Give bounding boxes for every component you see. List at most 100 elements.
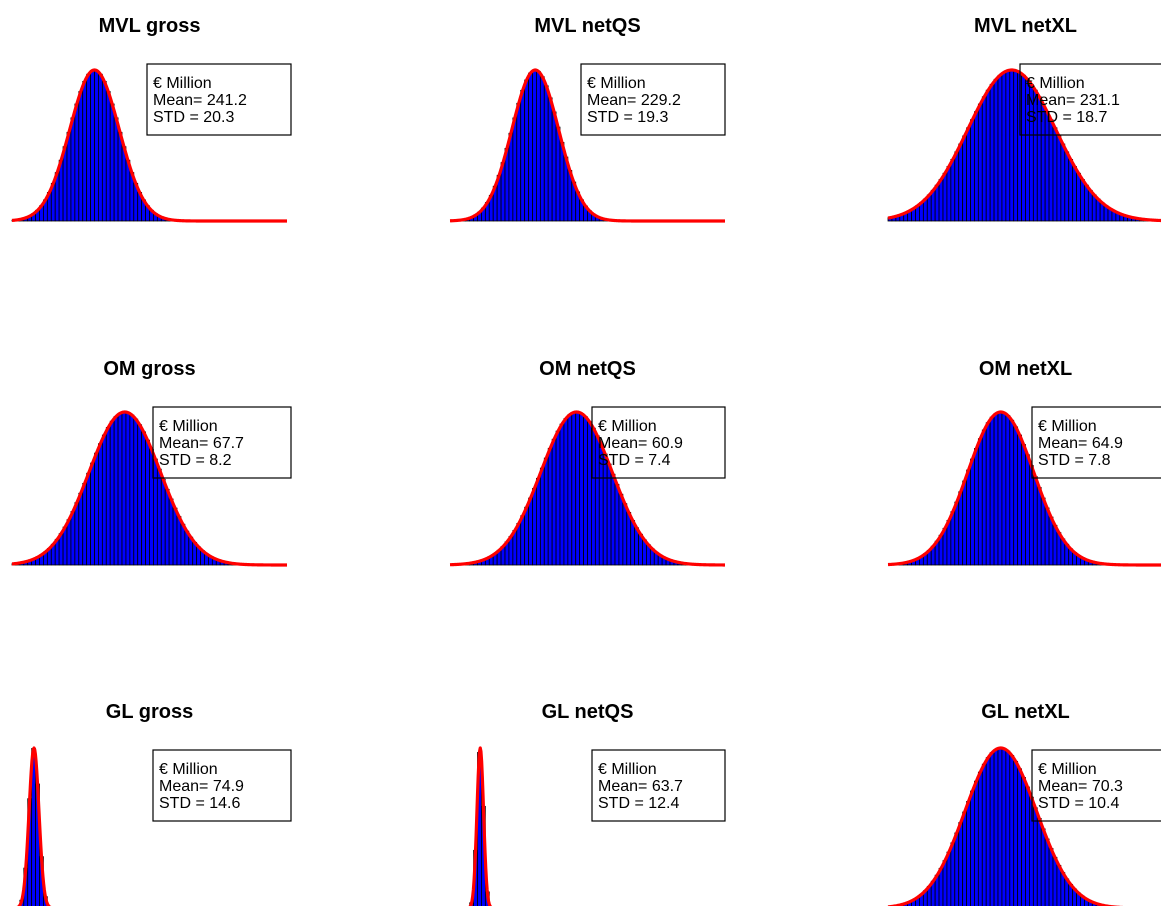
histogram-bar (981, 96, 987, 222)
histogram-bar (567, 414, 573, 566)
stats-box (1019, 63, 1161, 136)
histogram-bar (121, 411, 127, 566)
histogram-bar (1001, 71, 1007, 222)
panel-title: OM gross (103, 358, 195, 380)
std-value: STD = 8.2 (159, 452, 232, 469)
histogram-bar (938, 179, 944, 222)
histogram-bar (970, 458, 975, 566)
histogram-bar (520, 89, 526, 222)
histogram-bar (559, 423, 565, 566)
histogram-bar (962, 811, 967, 906)
histogram-bar (1005, 70, 1011, 222)
histogram-bar (954, 501, 960, 566)
histogram-bar (524, 79, 529, 222)
unit-label: € Million (153, 75, 212, 92)
std-value: STD = 12.4 (598, 795, 679, 812)
histogram-bar (606, 463, 612, 566)
histogram-bar (614, 483, 620, 566)
histogram-bar (551, 438, 557, 566)
histogram-bar (70, 511, 76, 566)
stats-box (591, 406, 726, 479)
mean-value: Mean= 241.2 (153, 92, 247, 109)
histogram-bar (934, 184, 940, 222)
unit-label: € Million (1026, 75, 1085, 92)
histogram-bar (1032, 476, 1038, 566)
histogram-bar (993, 78, 999, 222)
histogram-bar (1056, 135, 1062, 222)
histogram-bar (109, 103, 115, 222)
histogram-bar (1044, 111, 1050, 222)
histogram-bar (974, 111, 979, 222)
histogram-bar (1021, 74, 1026, 222)
histogram-bar (1025, 786, 1030, 906)
histogram-bar (82, 81, 88, 222)
histogram-bar (575, 411, 581, 566)
histogram-bar (90, 70, 95, 222)
histogram-bar (1025, 454, 1030, 566)
histogram-bar (164, 488, 170, 566)
histogram-bar (539, 76, 545, 222)
histogram-bar (1044, 838, 1050, 906)
histogram-bar (516, 102, 522, 222)
histogram-bar (1032, 807, 1038, 906)
histogram-bar (602, 453, 608, 566)
histogram-bar (1001, 412, 1007, 566)
histogram-bar (977, 438, 983, 566)
histogram-bar (555, 126, 561, 222)
histogram-bar (966, 800, 971, 906)
histogram-bar (74, 103, 80, 222)
histogram-bar (989, 416, 995, 566)
histogram-bar (942, 172, 948, 222)
density-curve (449, 68, 726, 223)
panel-title: MVL gross (99, 15, 201, 37)
density-curve (887, 68, 1161, 223)
density-curve (11, 410, 288, 567)
panel-title: MVL netQS (534, 15, 640, 37)
histogram-bar (1048, 848, 1054, 906)
histogram-bar (930, 189, 936, 222)
panel-title: OM netQS (539, 358, 636, 380)
histogram-bar (981, 429, 987, 566)
histogram-bar (563, 418, 569, 566)
panel-title: MVL netXL (974, 15, 1077, 37)
histogram-bar (70, 117, 76, 222)
histogram-bar (532, 69, 537, 222)
histogram-bar (508, 132, 514, 222)
panel-title: GL netQS (542, 701, 634, 723)
std-value: STD = 10.4 (1038, 795, 1119, 812)
histogram-bar (512, 117, 518, 222)
histogram-bar (133, 418, 139, 566)
stats-box (146, 63, 292, 136)
histogram-bar (985, 89, 991, 222)
histogram-bar (66, 519, 72, 566)
histogram-bar (1005, 415, 1011, 566)
histogram-bar (1044, 507, 1050, 566)
histogram-bar (156, 468, 162, 566)
histogram-bar (634, 527, 639, 566)
histogram-bar (997, 74, 1003, 222)
std-value: STD = 18.7 (1026, 109, 1107, 126)
histogram-bar (926, 194, 932, 222)
histogram-bar (1009, 69, 1015, 222)
histogram-bar (1021, 777, 1026, 906)
unit-label: € Million (587, 75, 646, 92)
histogram-bar (62, 526, 68, 566)
unit-label: € Million (159, 418, 218, 435)
std-value: STD = 19.3 (587, 109, 668, 126)
histogram-bar (997, 411, 1003, 566)
stats-box (1031, 749, 1161, 822)
histogram-bar (528, 72, 533, 222)
histogram-bar (970, 790, 975, 906)
histogram-bar (1076, 172, 1081, 222)
histogram-bar (555, 430, 561, 566)
histogram-bar (970, 119, 975, 222)
histogram-bar (997, 747, 1003, 906)
histogram-bar (559, 142, 565, 222)
histogram-bar (974, 448, 979, 566)
histogram-bar (985, 757, 991, 906)
std-value: STD = 14.6 (159, 795, 240, 812)
mean-value: Mean= 70.3 (1038, 778, 1123, 795)
